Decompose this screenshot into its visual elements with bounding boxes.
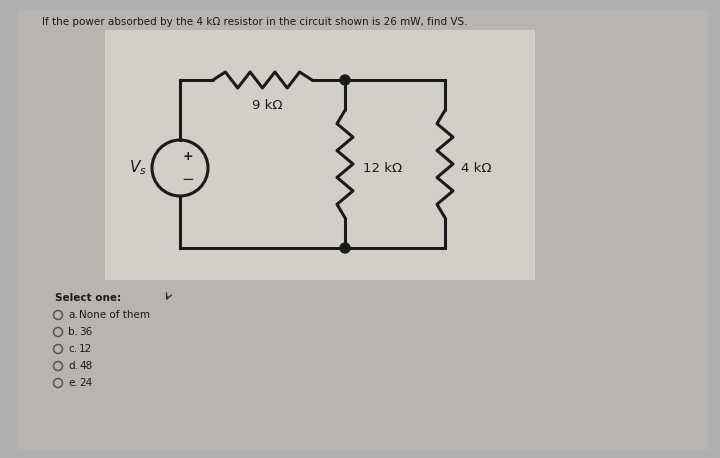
FancyBboxPatch shape	[18, 10, 708, 450]
Text: a.: a.	[68, 310, 78, 320]
Circle shape	[340, 243, 350, 253]
Text: d.: d.	[68, 361, 78, 371]
Circle shape	[340, 75, 350, 85]
Text: 48: 48	[79, 361, 92, 371]
Text: Select one:: Select one:	[55, 293, 121, 303]
Text: None of them: None of them	[79, 310, 150, 320]
Text: c.: c.	[68, 344, 77, 354]
Text: +: +	[183, 151, 193, 164]
Text: 12 kΩ: 12 kΩ	[363, 163, 402, 175]
Text: $V_s$: $V_s$	[129, 158, 147, 177]
FancyBboxPatch shape	[105, 30, 535, 280]
Text: b.: b.	[68, 327, 78, 337]
Text: −: −	[181, 171, 194, 186]
Text: 36: 36	[79, 327, 92, 337]
Text: 9 kΩ: 9 kΩ	[252, 99, 283, 112]
Text: 4 kΩ: 4 kΩ	[461, 163, 492, 175]
Text: 24: 24	[79, 378, 92, 388]
Text: 12: 12	[79, 344, 92, 354]
Text: e.: e.	[68, 378, 78, 388]
Text: If the power absorbed by the 4 kΩ resistor in the circuit shown is 26 mW, find V: If the power absorbed by the 4 kΩ resist…	[42, 17, 467, 27]
